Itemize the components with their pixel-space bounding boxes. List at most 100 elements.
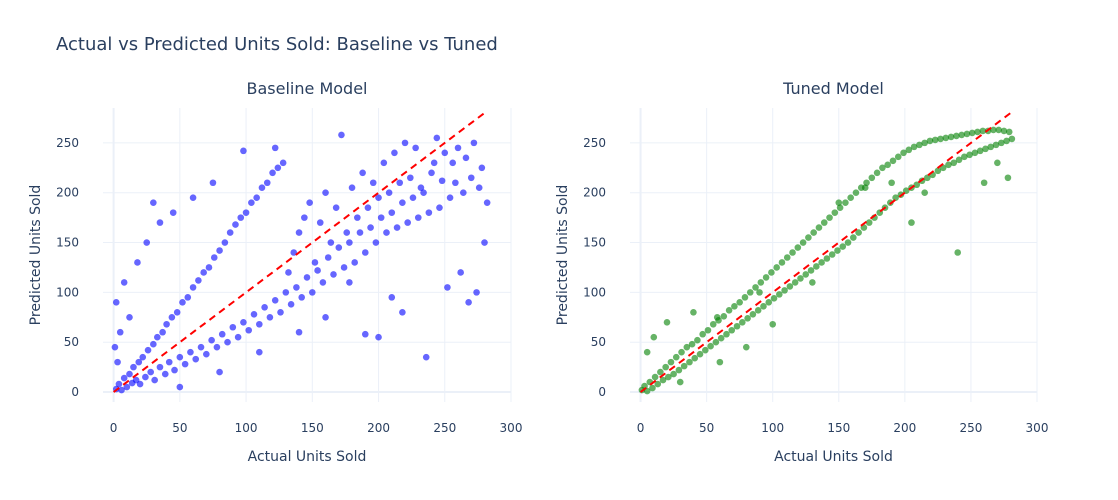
- tuned-data-point: [888, 179, 895, 187]
- baseline-data-point: [322, 189, 329, 197]
- baseline-data-point: [179, 299, 186, 306]
- tuned-data-point: [908, 219, 915, 226]
- tuned-data-point: [776, 291, 783, 298]
- baseline-data-point: [359, 169, 366, 177]
- tuned-data-point: [828, 251, 836, 258]
- tuned-data-point: [723, 330, 730, 338]
- tuned-data-point: [1000, 127, 1008, 135]
- baseline-data-point: [340, 264, 348, 271]
- baseline-data-point: [330, 271, 337, 278]
- tuned-data-point: [704, 326, 712, 334]
- tuned-data-point: [733, 322, 741, 330]
- tuned-data-point: [786, 283, 794, 290]
- baseline-data-point: [404, 219, 411, 226]
- baseline-data-point: [409, 194, 417, 201]
- baseline-data-point: [361, 249, 369, 256]
- baseline-data-point: [163, 320, 170, 328]
- tuned-data-point: [884, 161, 891, 169]
- tuned-data-point: [691, 354, 699, 362]
- tuned-data-point: [892, 194, 899, 201]
- tuned-data-point: [987, 143, 995, 151]
- tuned-data-point: [728, 326, 736, 334]
- tuned-points: [638, 126, 1016, 395]
- tuned-x-tick-label: 300: [1026, 421, 1049, 435]
- baseline-data-point: [150, 340, 157, 348]
- tuned-data-point: [810, 229, 817, 236]
- tuned-data-point: [900, 149, 907, 157]
- baseline-x-axis-title: Actual Units Sold: [248, 449, 367, 465]
- tuned-subplot-title: Tuned Model: [782, 79, 884, 98]
- baseline-data-point: [388, 209, 396, 216]
- tuned-data-point: [990, 126, 997, 134]
- baseline-data-point: [112, 299, 120, 306]
- baseline-data-point: [123, 383, 131, 391]
- tuned-y-axis-title: Predicted Units Sold: [555, 185, 571, 326]
- baseline-data-point: [393, 224, 401, 231]
- baseline-data-point: [311, 259, 319, 266]
- baseline-data-point: [213, 343, 221, 351]
- baseline-data-point: [256, 348, 263, 356]
- baseline-data-point: [151, 376, 158, 384]
- baseline-data-point: [156, 363, 164, 371]
- tuned-data-point: [1003, 137, 1010, 145]
- tuned-data-point: [945, 161, 952, 169]
- tuned-data-point: [742, 343, 750, 351]
- baseline-data-point: [433, 134, 441, 142]
- baseline-data-point: [348, 184, 356, 192]
- baseline-data-point: [240, 318, 247, 326]
- baseline-data-point: [271, 297, 279, 304]
- baseline-data-point: [226, 229, 234, 236]
- baseline-data-point: [116, 328, 124, 336]
- tuned-data-point: [709, 320, 717, 328]
- tuned-data-point: [954, 249, 962, 256]
- tuned-data-point: [667, 358, 675, 366]
- baseline-data-point: [473, 289, 480, 296]
- baseline-data-point: [253, 194, 260, 201]
- tuned-data-point: [736, 299, 743, 306]
- tuned-data-point: [768, 269, 775, 276]
- baseline-data-point: [428, 169, 435, 177]
- tuned-data-point: [961, 153, 968, 161]
- baseline-data-point: [200, 269, 207, 276]
- baseline-data-point: [189, 194, 197, 201]
- baseline-data-point: [147, 368, 154, 376]
- tuned-data-point: [770, 295, 778, 302]
- baseline-data-point: [364, 204, 372, 211]
- tuned-data-point: [756, 289, 763, 296]
- tuned-data-point: [992, 141, 1000, 149]
- baseline-data-point: [308, 289, 316, 296]
- baseline-data-point: [361, 330, 369, 338]
- baseline-data-point: [332, 204, 340, 211]
- baseline-data-point: [335, 244, 343, 251]
- tuned-data-point: [707, 342, 714, 350]
- baseline-data-point: [380, 159, 388, 167]
- baseline-data-point: [314, 267, 321, 274]
- baseline-data-point: [139, 353, 147, 361]
- baseline-y-tick-label: 250: [56, 136, 79, 150]
- baseline-data-point: [224, 338, 231, 346]
- tuned-data-point: [942, 134, 950, 142]
- tuned-data-point: [802, 271, 810, 278]
- baseline-data-point: [475, 184, 483, 192]
- tuned-data-point: [826, 214, 833, 221]
- tuned-data-point: [773, 264, 780, 271]
- tuned-data-point: [651, 373, 659, 381]
- tuned-data-point: [958, 131, 965, 139]
- baseline-data-point: [375, 194, 382, 201]
- baseline-data-point: [165, 358, 173, 366]
- tuned-data-point: [749, 310, 757, 318]
- baseline-data-point: [161, 370, 169, 378]
- baseline-data-point: [115, 380, 123, 388]
- baseline-data-point: [343, 229, 351, 236]
- baseline-data-point: [156, 219, 164, 226]
- chart-title: Actual vs Predicted Units Sold: Baseline…: [56, 34, 498, 55]
- tuned-data-point: [757, 279, 765, 286]
- tuned-data-point: [868, 174, 876, 182]
- tuned-data-point: [672, 353, 680, 361]
- tuned-data-point: [712, 338, 720, 346]
- tuned-data-point: [982, 145, 989, 153]
- tuned-data-point: [852, 189, 860, 197]
- baseline-data-point: [367, 224, 374, 231]
- baseline-data-point: [221, 239, 229, 246]
